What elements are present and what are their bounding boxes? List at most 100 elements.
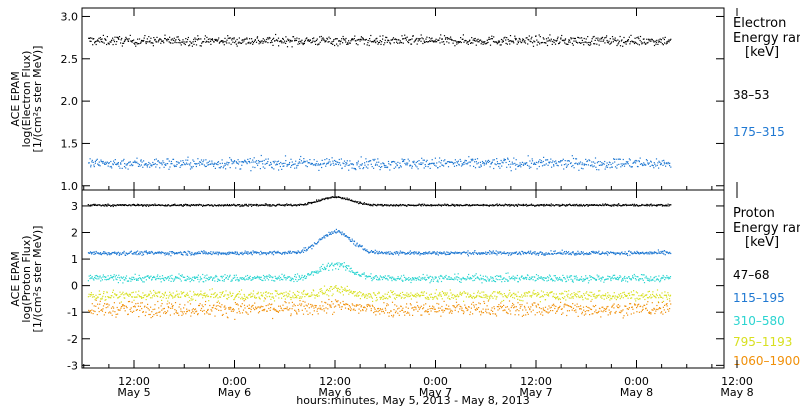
proton-data-point: [178, 205, 180, 207]
electron-data-point: [644, 43, 646, 45]
proton-data-point: [422, 273, 424, 276]
electron-data-point: [89, 158, 91, 160]
electron-data-point: [199, 45, 201, 47]
electron-data-point: [667, 40, 669, 42]
electron-data-point: [549, 34, 551, 36]
electron-data-point: [635, 162, 637, 164]
proton-data-point: [125, 254, 127, 256]
proton-data-point: [370, 273, 372, 275]
proton-data-point: [141, 204, 144, 206]
proton-data-point: [587, 204, 589, 206]
electron-data-point: [520, 163, 522, 165]
proton-data-point: [236, 279, 238, 281]
electron-data-point: [419, 38, 421, 40]
proton-data-point: [343, 233, 346, 235]
electron-data-point: [486, 160, 488, 162]
proton-data-point: [194, 204, 196, 206]
proton-data-point: [409, 279, 411, 281]
electron-data-point: [588, 159, 590, 161]
electron-data-point: [161, 40, 163, 42]
electron-data-point: [436, 41, 438, 43]
electron-data-point: [407, 41, 409, 43]
electron-data-point: [579, 163, 581, 165]
electron-data-point: [612, 38, 614, 40]
electron-data-point: [302, 43, 304, 46]
proton-data-point: [646, 203, 648, 205]
proton-data-point: [488, 280, 490, 282]
electron-data-point: [299, 40, 301, 42]
electron-data-point: [392, 37, 395, 39]
electron-data-point: [362, 39, 364, 41]
proton-data-point: [135, 278, 137, 280]
electron-data-point: [223, 165, 225, 167]
electron-data-point: [306, 166, 308, 168]
proton-data-point: [641, 203, 643, 206]
electron-data-point: [574, 37, 576, 40]
proton-data-point: [113, 296, 115, 298]
electron-data-point: [246, 38, 248, 40]
proton-data-point: [366, 203, 368, 205]
proton-data-point: [535, 279, 537, 281]
proton-ylabel-line-2: log(Proton Flux): [20, 235, 33, 322]
proton-data-point: [180, 253, 182, 255]
electron-data-point: [586, 42, 588, 44]
electron-data-point: [140, 42, 142, 44]
proton-data-point: [105, 276, 107, 278]
proton-data-point: [167, 252, 169, 254]
electron-data-point: [161, 162, 163, 164]
electron-data-point: [260, 42, 262, 44]
electron-data-point: [477, 38, 479, 40]
proton-data-point: [267, 253, 270, 255]
proton-data-point: [514, 279, 516, 281]
electron-data-point: [444, 38, 447, 40]
proton-data-point: [148, 293, 150, 295]
proton-data-point: [572, 281, 574, 283]
proton-data-point: [507, 252, 509, 254]
proton-data-point: [256, 251, 258, 253]
electron-data-point: [301, 42, 303, 44]
proton-data-point: [346, 289, 348, 292]
proton-data-point: [271, 252, 274, 254]
proton-data-point: [533, 204, 535, 206]
proton-data-point: [311, 244, 314, 246]
proton-data-point: [337, 268, 340, 270]
proton-data-point: [459, 281, 461, 283]
electron-data-point: [170, 42, 172, 44]
proton-data-point: [523, 277, 525, 279]
proton-data-point: [216, 293, 218, 295]
proton-data-point: [484, 252, 486, 254]
proton-data-point: [666, 251, 668, 253]
electron-data-point: [259, 41, 261, 43]
proton-data-point: [98, 293, 100, 296]
proton-data-point: [131, 204, 134, 206]
proton-data-point: [656, 205, 658, 207]
proton-data-point: [190, 277, 192, 279]
proton-data-point: [138, 252, 140, 255]
electron-data-point: [574, 163, 576, 165]
proton-data-point: [254, 295, 256, 297]
proton-data-point: [470, 278, 472, 280]
electron-data-point: [103, 42, 105, 44]
electron-data-point: [522, 38, 524, 40]
proton-legend-title-line-2: Energy ran: [733, 221, 800, 236]
proton-data-point: [562, 274, 564, 276]
proton-data-point: [375, 204, 377, 206]
electron-data-point: [538, 165, 540, 168]
proton-data-point: [264, 276, 266, 278]
electron-data-point: [373, 41, 375, 43]
proton-data-point: [163, 279, 165, 281]
electron-data-point: [455, 40, 457, 42]
proton-data-point: [174, 296, 176, 298]
proton-data-point: [552, 253, 554, 255]
proton-data-point: [164, 277, 167, 279]
electron-data-point: [98, 37, 100, 39]
proton-data-point: [355, 201, 357, 203]
proton-data-point: [553, 205, 555, 207]
proton-data-point: [306, 293, 308, 296]
proton-data-point: [245, 296, 247, 298]
electron-data-point: [301, 162, 303, 164]
proton-data-point: [297, 294, 299, 296]
electron-data-point: [615, 158, 617, 160]
proton-data-point: [226, 275, 228, 277]
proton-data-point: [210, 276, 212, 278]
